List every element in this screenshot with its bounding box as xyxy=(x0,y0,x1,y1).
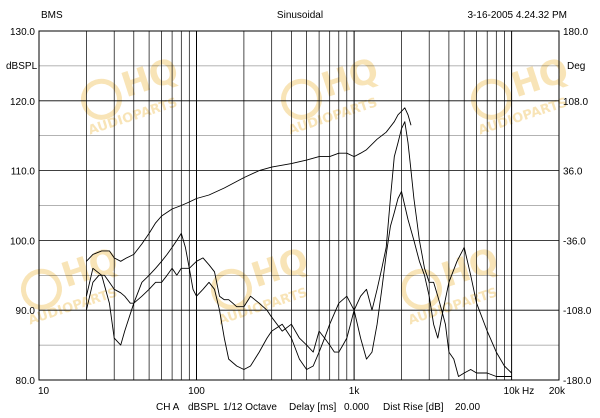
x-axis-label: Hz xyxy=(522,386,534,397)
watermark-ring xyxy=(400,268,442,310)
plot-frame xyxy=(38,30,560,381)
series-1-line xyxy=(86,107,412,262)
y-tick-label: 90.0 xyxy=(16,306,36,317)
y-tick-label: 120.0 xyxy=(10,97,35,108)
y2-tick-label: 180.0 xyxy=(563,27,588,38)
header-left: BMS xyxy=(41,10,63,21)
y2-axis-label: Deg xyxy=(567,61,585,72)
footer-delay-label: Delay [ms] xyxy=(289,402,337,413)
y2-tick-label: 36.0 xyxy=(563,167,583,178)
series-3-line xyxy=(85,191,512,374)
y2-tick-label: -108.0 xyxy=(563,306,592,317)
watermark-ring xyxy=(280,78,322,120)
x-tick-label: 100 xyxy=(188,386,205,397)
y-tick-label: 80.0 xyxy=(16,376,36,387)
footer-delay-value: 0.000 xyxy=(344,402,370,413)
watermark-ring xyxy=(20,268,62,310)
header-title: Sinusoidal xyxy=(276,10,324,21)
y-tick-label: 100.0 xyxy=(10,236,35,247)
grid-layer xyxy=(39,31,559,380)
y-axis-label: dBSPL xyxy=(6,61,38,72)
footer-dist-label: Dist Rise [dB] xyxy=(383,402,444,413)
y2-tick-label: 108.0 xyxy=(563,97,588,108)
x-tick-label: 10 xyxy=(38,386,50,397)
footer-unit: dBSPL xyxy=(188,402,220,413)
y2-tick-label: -180.0 xyxy=(563,376,592,387)
series-2-line xyxy=(85,121,512,377)
footer-dist-value: 20.00 xyxy=(455,402,481,413)
footer-channel: CH A xyxy=(156,402,180,413)
x-tick-label: 10k xyxy=(504,386,521,397)
x-tick-label: 1k xyxy=(349,386,361,397)
watermark-ring xyxy=(470,78,512,120)
x-tick-label: 20k xyxy=(549,386,566,397)
y2-tick-label: -36.0 xyxy=(563,236,586,247)
series-layer xyxy=(85,107,512,377)
y-tick-label: 130.0 xyxy=(10,27,35,38)
header-timestamp: 3-16-2005 4.24.32 PM xyxy=(467,10,567,21)
watermark-ring xyxy=(80,78,122,120)
footer-smoothing: 1/12 Octave xyxy=(223,402,277,413)
watermark-layer: HQAUDIOPARTSHQAUDIOPARTSHQAUDIOPARTSHQAU… xyxy=(20,50,573,328)
y-tick-label: 110.0 xyxy=(11,167,36,178)
tick-label-layer: 80.0 90.0 100.0 110.0 120.0 130.0 -180.0 -108.0… xyxy=(6,27,592,397)
